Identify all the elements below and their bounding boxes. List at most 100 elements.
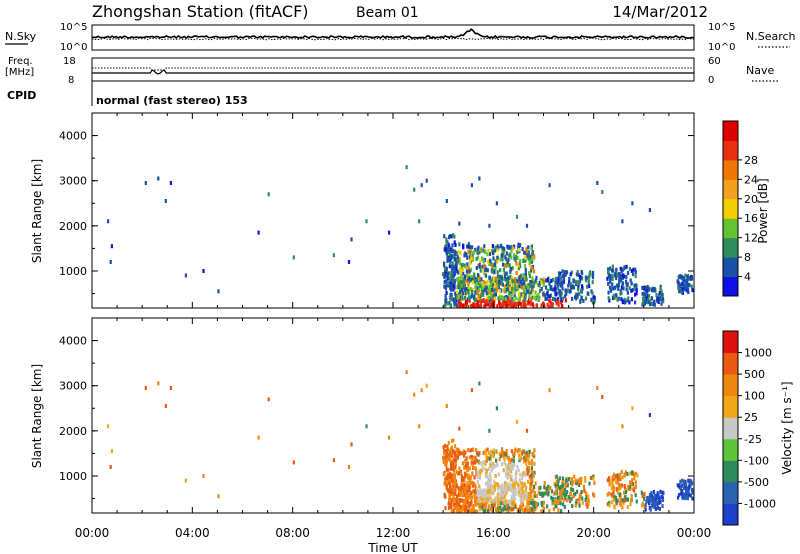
velocity-data-cell: [496, 493, 499, 498]
power-data-cell: [634, 270, 637, 274]
velocity-data-cell: [494, 474, 497, 478]
power-data-cell: [535, 303, 538, 308]
power-data-cell: [502, 251, 505, 256]
velocity-data-cell: [577, 498, 580, 503]
velocity-data-cell: [455, 470, 458, 475]
power-data-cell: [650, 296, 653, 301]
velocity-data-cell: [621, 505, 624, 510]
power-data-cell: [460, 280, 463, 285]
power-data-cell: [528, 274, 531, 279]
power-data-cell: [457, 303, 460, 308]
power-data-cell: [510, 301, 514, 306]
velocity-data-cell: [350, 442, 353, 447]
velocity-data-cell: [454, 491, 457, 496]
velocity-data-cell: [520, 506, 523, 511]
velocity-data-cell: [518, 453, 521, 458]
power-data-cell: [518, 301, 521, 306]
velocity-data-cell: [443, 472, 446, 476]
velocity-data-cell: [507, 456, 510, 460]
power-data-cell: [497, 296, 500, 301]
power-data-cell: [528, 293, 531, 298]
power-data-cell: [477, 299, 480, 304]
velocity-data-cell: [479, 487, 482, 492]
power-data-cell: [677, 282, 680, 287]
velocity-data-cell: [484, 488, 487, 493]
velocity-ytick-label: 1000: [59, 470, 87, 483]
velocity-data-cell: [620, 469, 623, 474]
power-data-cell: [548, 183, 551, 188]
velocity-data-cell: [469, 503, 472, 508]
power-data-cell: [512, 287, 515, 292]
velocity-data-cell: [548, 388, 551, 393]
power-data-cell: [613, 273, 616, 278]
velocity-data-cell: [476, 487, 479, 492]
velocity-cbar-swatch: [723, 438, 738, 461]
velocity-data-cell: [543, 481, 546, 486]
power-data-cell: [459, 283, 462, 288]
power-data-cell: [446, 249, 449, 254]
power-data-cell: [456, 259, 459, 264]
power-data-cell: [474, 285, 477, 290]
velocity-data-cell: [622, 500, 625, 505]
velocity-data-cell: [442, 445, 445, 450]
velocity-data-cell: [519, 472, 522, 477]
velocity-data-cell: [482, 508, 485, 513]
power-data-cell: [510, 255, 513, 260]
velocity-data-cell: [561, 490, 564, 495]
velocity-data-cell: [498, 494, 501, 499]
velocity-data-cell: [512, 454, 515, 459]
velocity-data-cell: [483, 451, 486, 456]
velocity-data-cell: [471, 507, 474, 512]
power-data-cell: [545, 285, 548, 290]
velocity-data-cell: [292, 460, 295, 465]
velocity-data-cell: [584, 478, 587, 483]
velocity-data-cell: [494, 463, 497, 468]
power-data-cell: [471, 245, 474, 250]
power-data-cell: [527, 285, 530, 290]
power-data-cell: [511, 265, 515, 270]
velocity-data-cell: [464, 471, 467, 476]
power-data-cell: [466, 244, 469, 249]
velocity-data-cell: [456, 494, 459, 499]
power-data-cell: [512, 279, 515, 284]
power-data-cell: [467, 290, 470, 294]
power-data-cell: [680, 282, 683, 287]
power-data-cell: [581, 286, 584, 291]
velocity-data-cell: [608, 482, 611, 487]
power-data-cell: [569, 281, 572, 286]
velocity-data-cell: [611, 481, 614, 485]
power-data-cell: [472, 277, 475, 281]
power-data-cell: [634, 274, 637, 279]
velocity-data-cell: [455, 499, 458, 504]
velocity-data-cell: [652, 504, 655, 509]
velocity-cbar-tick-label: -100: [744, 454, 769, 467]
velocity-data-cell: [450, 447, 453, 452]
power-data-cell: [487, 259, 490, 264]
power-cbar-frame: [722, 120, 739, 297]
power-data-cell: [501, 257, 504, 262]
velocity-data-cell: [503, 455, 506, 460]
power-data-cell: [591, 280, 594, 285]
power-data-cell: [494, 265, 497, 270]
power-data-cell: [527, 245, 530, 250]
velocity-data-cell: [452, 438, 455, 443]
power-data-cell: [486, 279, 489, 284]
power-data-cell: [483, 287, 486, 292]
power-data-cell: [625, 279, 628, 284]
velocity-data-cell: [466, 472, 469, 477]
velocity-data-cell: [618, 492, 621, 497]
velocity-data-cell: [516, 482, 520, 487]
power-data-cell: [511, 286, 514, 291]
power-data-cell: [619, 266, 622, 271]
power-data-cell: [492, 276, 495, 281]
power-data-cell: [585, 275, 588, 280]
power-data-cell: [494, 259, 497, 264]
power-data-cell: [481, 248, 485, 253]
velocity-data-cell: [157, 381, 160, 386]
power-data-cell: [580, 296, 583, 301]
power-data-cell: [616, 283, 619, 288]
velocity-data-cell: [512, 502, 515, 507]
velocity-data-cell: [506, 472, 509, 476]
xtick-label: 08:00: [275, 526, 310, 540]
